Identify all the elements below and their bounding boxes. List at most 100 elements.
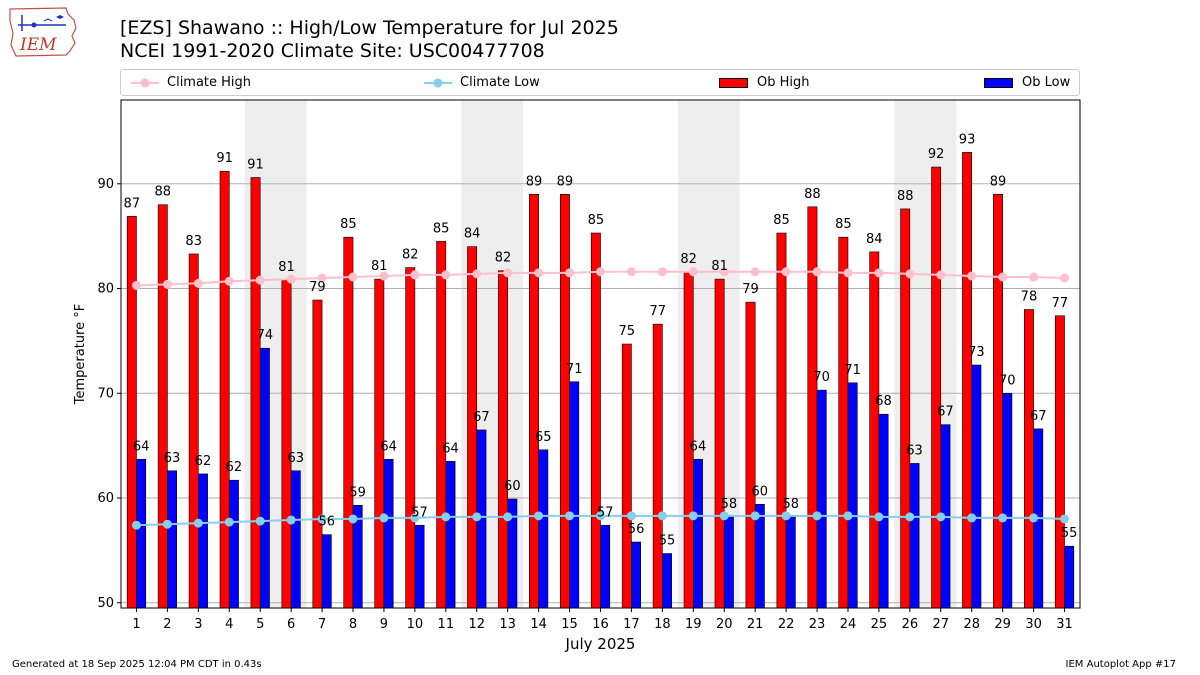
climate-low-point — [534, 511, 544, 521]
ob-low-value-label: 62 — [226, 460, 243, 475]
x-tick-label: 6 — [287, 617, 295, 632]
y-tick-label: 50 — [97, 596, 114, 611]
ob-low-value-label: 55 — [1061, 526, 1078, 541]
climate-low-point — [596, 511, 605, 521]
ob-high-bar — [714, 278, 725, 609]
climate-high-point — [905, 269, 915, 279]
ob-low-value-label: 67 — [473, 410, 490, 425]
legend-label-ob-high: Ob High — [757, 75, 810, 90]
climate-low-point — [472, 512, 482, 522]
ob-high-value-label: 75 — [619, 324, 636, 339]
ob-high-bar — [529, 193, 539, 609]
ob-high-bar — [467, 246, 478, 609]
climate-low-point — [626, 511, 636, 521]
ob-high-value-label: 79 — [742, 282, 759, 297]
ob-low-bar — [693, 458, 703, 609]
ob-low-bar — [290, 470, 301, 609]
ob-low-bar — [631, 541, 642, 609]
ob-low-value-label: 67 — [937, 405, 954, 420]
generated-timestamp: Generated at 18 Sep 2025 12:04 PM CDT in… — [12, 659, 262, 670]
ob-high-value-label: 85 — [433, 221, 450, 236]
ob-high-value-label: 82 — [402, 248, 419, 263]
ob-low-value-label: 65 — [535, 430, 552, 445]
ob-high-value-label: 88 — [897, 189, 914, 204]
ob-low-value-label: 64 — [690, 439, 707, 454]
ob-high-bar — [745, 301, 756, 609]
ob-high-value-label: 84 — [866, 232, 883, 247]
legend-line-marker-icon — [131, 78, 159, 87]
legend-blue-patch-icon — [984, 77, 1013, 88]
ob-high-value-label: 81 — [371, 259, 388, 274]
ob-low-bar — [1064, 545, 1075, 609]
x-tick-label: 5 — [256, 617, 264, 632]
legend-label-climate-low: Climate Low — [460, 75, 540, 90]
ob-low-bar — [198, 473, 208, 609]
ob-high-value-label: 77 — [1052, 296, 1069, 311]
ob-high-value-label: 78 — [1021, 289, 1038, 304]
ob-high-value-label: 89 — [557, 174, 574, 189]
y-tick-label: 60 — [97, 491, 114, 506]
y-axis-label: Temperature °F — [73, 304, 88, 405]
ob-high-value-label: 89 — [990, 174, 1007, 189]
ob-low-value-label: 58 — [721, 497, 738, 512]
climate-low-point — [812, 511, 822, 521]
climate-high-point — [131, 280, 141, 290]
ob-high-value-label: 85 — [773, 213, 790, 228]
ob-low-value-label: 60 — [752, 484, 769, 499]
climate-high-point — [317, 273, 327, 283]
climate-low-point — [657, 511, 667, 521]
climate-low-point — [224, 517, 234, 527]
climate-high-point — [255, 275, 265, 285]
ob-low-bar — [878, 413, 889, 609]
ob-low-value-label: 71 — [566, 362, 583, 377]
ob-high-bar — [312, 299, 323, 609]
y-tick-label: 90 — [97, 177, 114, 192]
ob-high-bar — [188, 253, 199, 609]
ob-high-value-label: 88 — [154, 185, 171, 200]
x-tick-label: 30 — [1025, 617, 1042, 632]
x-tick-label: 27 — [933, 617, 950, 632]
ob-low-bar — [259, 347, 270, 609]
climate-low-point — [905, 512, 915, 522]
ob-high-bar — [498, 270, 508, 609]
ob-low-bar — [167, 470, 177, 609]
ob-low-value-label: 55 — [659, 534, 676, 549]
ob-low-bar — [569, 381, 580, 609]
ob-low-value-label: 63 — [164, 451, 181, 466]
ob-high-bar — [900, 208, 911, 609]
ob-high-value-label: 81 — [278, 260, 295, 275]
climate-high-point — [596, 267, 605, 277]
ob-low-value-label: 67 — [1030, 409, 1047, 424]
ob-low-bar — [321, 534, 332, 609]
ob-low-value-label: 73 — [968, 345, 985, 360]
ob-low-value-label: 57 — [597, 505, 614, 520]
climate-low-point — [967, 513, 977, 523]
climate-low-point — [131, 520, 141, 530]
ob-high-value-label: 77 — [649, 304, 666, 319]
x-tick-label: 9 — [380, 617, 388, 632]
legend-label-ob-low: Ob Low — [1022, 75, 1071, 90]
y-tick-label: 70 — [97, 386, 114, 401]
ob-high-bar — [219, 170, 230, 609]
ob-high-bar — [405, 267, 416, 609]
ob-low-value-label: 70 — [999, 373, 1016, 388]
ob-high-value-label: 81 — [711, 259, 728, 274]
bars — [126, 152, 1075, 609]
ob-low-value-label: 64 — [442, 441, 459, 456]
ob-high-bar — [559, 193, 570, 609]
ob-high-bar — [652, 323, 663, 609]
x-tick-label: 26 — [902, 617, 919, 632]
ob-high-value-label: 91 — [216, 151, 233, 166]
ob-low-value-label: 71 — [844, 363, 861, 378]
x-tick-label: 1 — [132, 617, 140, 632]
ob-low-value-label: 56 — [318, 515, 335, 530]
climate-low-point — [348, 514, 358, 524]
x-tick-label: 21 — [747, 617, 764, 632]
x-tick-label: 19 — [685, 617, 702, 632]
climate-low-point — [286, 515, 296, 525]
ob-high-bar — [962, 152, 973, 609]
x-tick-label: 11 — [438, 617, 455, 632]
climate-low-point — [255, 516, 265, 526]
